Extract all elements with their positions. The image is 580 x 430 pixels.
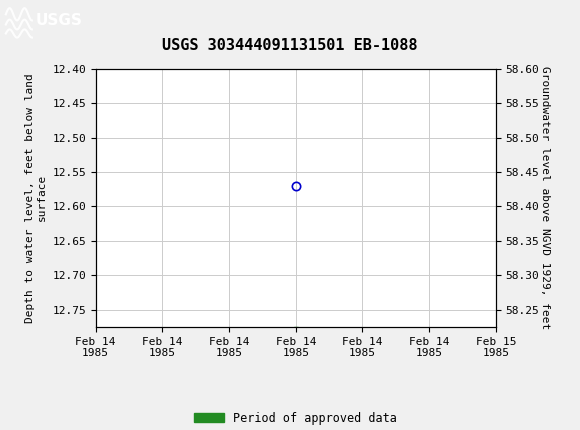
Y-axis label: Groundwater level above NGVD 1929, feet: Groundwater level above NGVD 1929, feet bbox=[541, 66, 550, 329]
Y-axis label: Depth to water level, feet below land
surface: Depth to water level, feet below land su… bbox=[25, 73, 46, 322]
Text: USGS 303444091131501 EB-1088: USGS 303444091131501 EB-1088 bbox=[162, 38, 418, 52]
Legend: Period of approved data: Period of approved data bbox=[190, 407, 402, 429]
Text: USGS: USGS bbox=[36, 13, 83, 28]
